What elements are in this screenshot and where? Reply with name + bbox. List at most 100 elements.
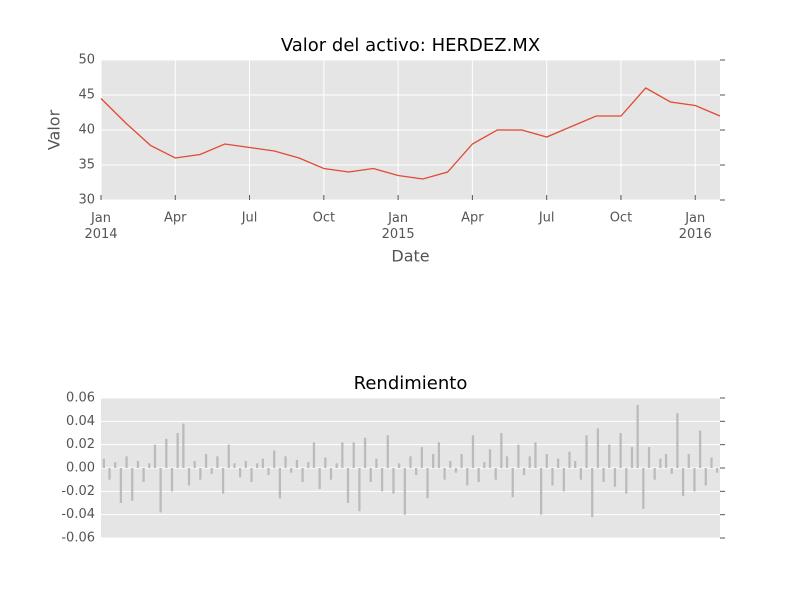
bar [466, 468, 469, 486]
y-tick-label: 50 [78, 53, 95, 68]
bar [403, 468, 406, 515]
bar [307, 462, 310, 468]
bar [528, 456, 531, 468]
bar [329, 468, 333, 480]
bar [290, 468, 293, 473]
bar [488, 449, 492, 468]
bar [221, 468, 225, 494]
bar [216, 456, 219, 468]
bar [136, 461, 140, 468]
bar [653, 468, 656, 480]
bar [358, 468, 361, 512]
y-tick-label: 45 [78, 88, 95, 103]
bar [687, 454, 690, 468]
x-tick-label: Jul [538, 211, 555, 226]
bar [579, 468, 583, 480]
bar [233, 463, 236, 468]
bar [227, 444, 230, 468]
bar [278, 468, 282, 499]
chart-title: Rendimiento [354, 373, 468, 394]
bar [619, 433, 622, 468]
bar [114, 462, 117, 468]
bar [505, 456, 509, 468]
bar [517, 444, 520, 468]
bar [494, 468, 497, 480]
bar [267, 468, 270, 475]
bar [284, 456, 287, 468]
bar [170, 468, 174, 492]
bar [426, 468, 429, 499]
line [100, 87, 721, 180]
bar [698, 430, 702, 468]
x-tick-label: Apr [164, 211, 187, 226]
bar [574, 461, 577, 468]
y-tick-label: 30 [78, 193, 95, 208]
bar [295, 459, 299, 468]
bar [477, 468, 480, 482]
bar [534, 442, 537, 468]
bar [636, 405, 639, 468]
bar [625, 468, 628, 494]
y-tick-label: -0.06 [61, 531, 95, 546]
bar [551, 468, 554, 486]
bar [568, 451, 571, 468]
y-tick-label: 0.02 [66, 437, 95, 452]
bar [363, 437, 367, 468]
bar [108, 468, 111, 480]
bar [142, 468, 145, 482]
bar [341, 442, 344, 468]
bar [471, 435, 475, 468]
bar [193, 461, 196, 468]
x-tick-label: Jul [241, 211, 258, 226]
bar [386, 435, 389, 468]
bar [704, 468, 707, 486]
bar [409, 456, 412, 468]
y-tick-label: 0.00 [66, 461, 95, 476]
bar [443, 468, 446, 480]
bar [301, 468, 304, 482]
bar [199, 468, 202, 480]
y-tick-label: 0.06 [66, 391, 95, 406]
bar [244, 461, 247, 468]
bar [318, 468, 321, 489]
chart-title: Valor del activo: HERDEZ.MX [281, 35, 540, 56]
x-tick-label: Oct [610, 211, 632, 226]
bar [398, 463, 401, 468]
bar [539, 468, 543, 515]
bar [596, 428, 600, 468]
bar [148, 463, 151, 468]
bar [346, 468, 350, 503]
bar [352, 442, 355, 468]
bar [182, 423, 185, 468]
bar [312, 442, 316, 468]
bar [210, 468, 213, 474]
bar [131, 468, 134, 501]
bar [630, 447, 634, 468]
bar [256, 463, 259, 468]
bar [511, 468, 514, 498]
bar [432, 454, 435, 468]
bar [664, 454, 668, 468]
bar [369, 468, 372, 482]
bar [102, 458, 105, 468]
bar [676, 413, 679, 468]
bar [613, 468, 617, 487]
x-tick-label: Apr [461, 211, 484, 226]
bar [522, 468, 526, 475]
bar [557, 458, 560, 468]
bar [460, 454, 463, 468]
bar [204, 454, 208, 468]
bar [420, 447, 423, 468]
bar [153, 444, 157, 468]
bar [165, 438, 168, 468]
bar [545, 454, 548, 468]
bar [670, 468, 673, 474]
bar [380, 468, 384, 492]
y-tick-label: -0.04 [61, 507, 95, 522]
bar [125, 456, 128, 468]
bar [119, 468, 123, 503]
x-tick-label: Jan 2014 [84, 211, 117, 242]
bar [392, 468, 395, 494]
